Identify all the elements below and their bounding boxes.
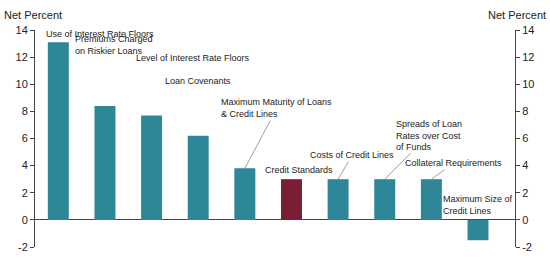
svg-text:0: 0 bbox=[22, 214, 28, 226]
svg-text:Costs of Credit Lines: Costs of Credit Lines bbox=[310, 150, 394, 160]
svg-text:-2: -2 bbox=[18, 241, 28, 253]
svg-text:6: 6 bbox=[522, 132, 528, 144]
svg-text:8: 8 bbox=[522, 105, 528, 117]
svg-text:Net Percent: Net Percent bbox=[488, 9, 546, 21]
svg-text:Credit Standards: Credit Standards bbox=[265, 165, 333, 175]
svg-text:10: 10 bbox=[522, 78, 534, 90]
svg-text:-2: -2 bbox=[522, 241, 532, 253]
svg-text:12: 12 bbox=[16, 51, 28, 63]
svg-text:Level of Interest Rate Floors: Level of Interest Rate Floors bbox=[136, 53, 250, 63]
svg-text:Premiums Chargedon Riskier Loa: Premiums Chargedon Riskier Loans bbox=[75, 34, 153, 56]
svg-text:Maximum Maturity of Loans& Cre: Maximum Maturity of Loans& Credit Lines bbox=[221, 97, 332, 119]
svg-text:Maximum Size ofCredit Lines: Maximum Size ofCredit Lines bbox=[443, 194, 513, 216]
svg-text:6: 6 bbox=[22, 132, 28, 144]
svg-text:8: 8 bbox=[22, 105, 28, 117]
svg-text:Spreads of LoanRates over Cost: Spreads of LoanRates over Costof Funds bbox=[396, 119, 462, 152]
svg-text:2: 2 bbox=[522, 187, 528, 199]
svg-text:14: 14 bbox=[16, 24, 28, 36]
svg-text:4: 4 bbox=[522, 159, 528, 171]
svg-text:4: 4 bbox=[22, 159, 28, 171]
svg-text:14: 14 bbox=[522, 24, 534, 36]
svg-text:Loan Covenants: Loan Covenants bbox=[165, 76, 231, 86]
svg-text:12: 12 bbox=[522, 51, 534, 63]
svg-text:2: 2 bbox=[22, 187, 28, 199]
svg-text:Net Percent: Net Percent bbox=[4, 9, 62, 21]
svg-text:10: 10 bbox=[16, 78, 28, 90]
svg-text:Use of Interest Rate Floors: Use of Interest Rate Floors bbox=[46, 29, 154, 39]
svg-text:0: 0 bbox=[522, 214, 528, 226]
svg-text:Collateral Requirements: Collateral Requirements bbox=[405, 158, 502, 168]
